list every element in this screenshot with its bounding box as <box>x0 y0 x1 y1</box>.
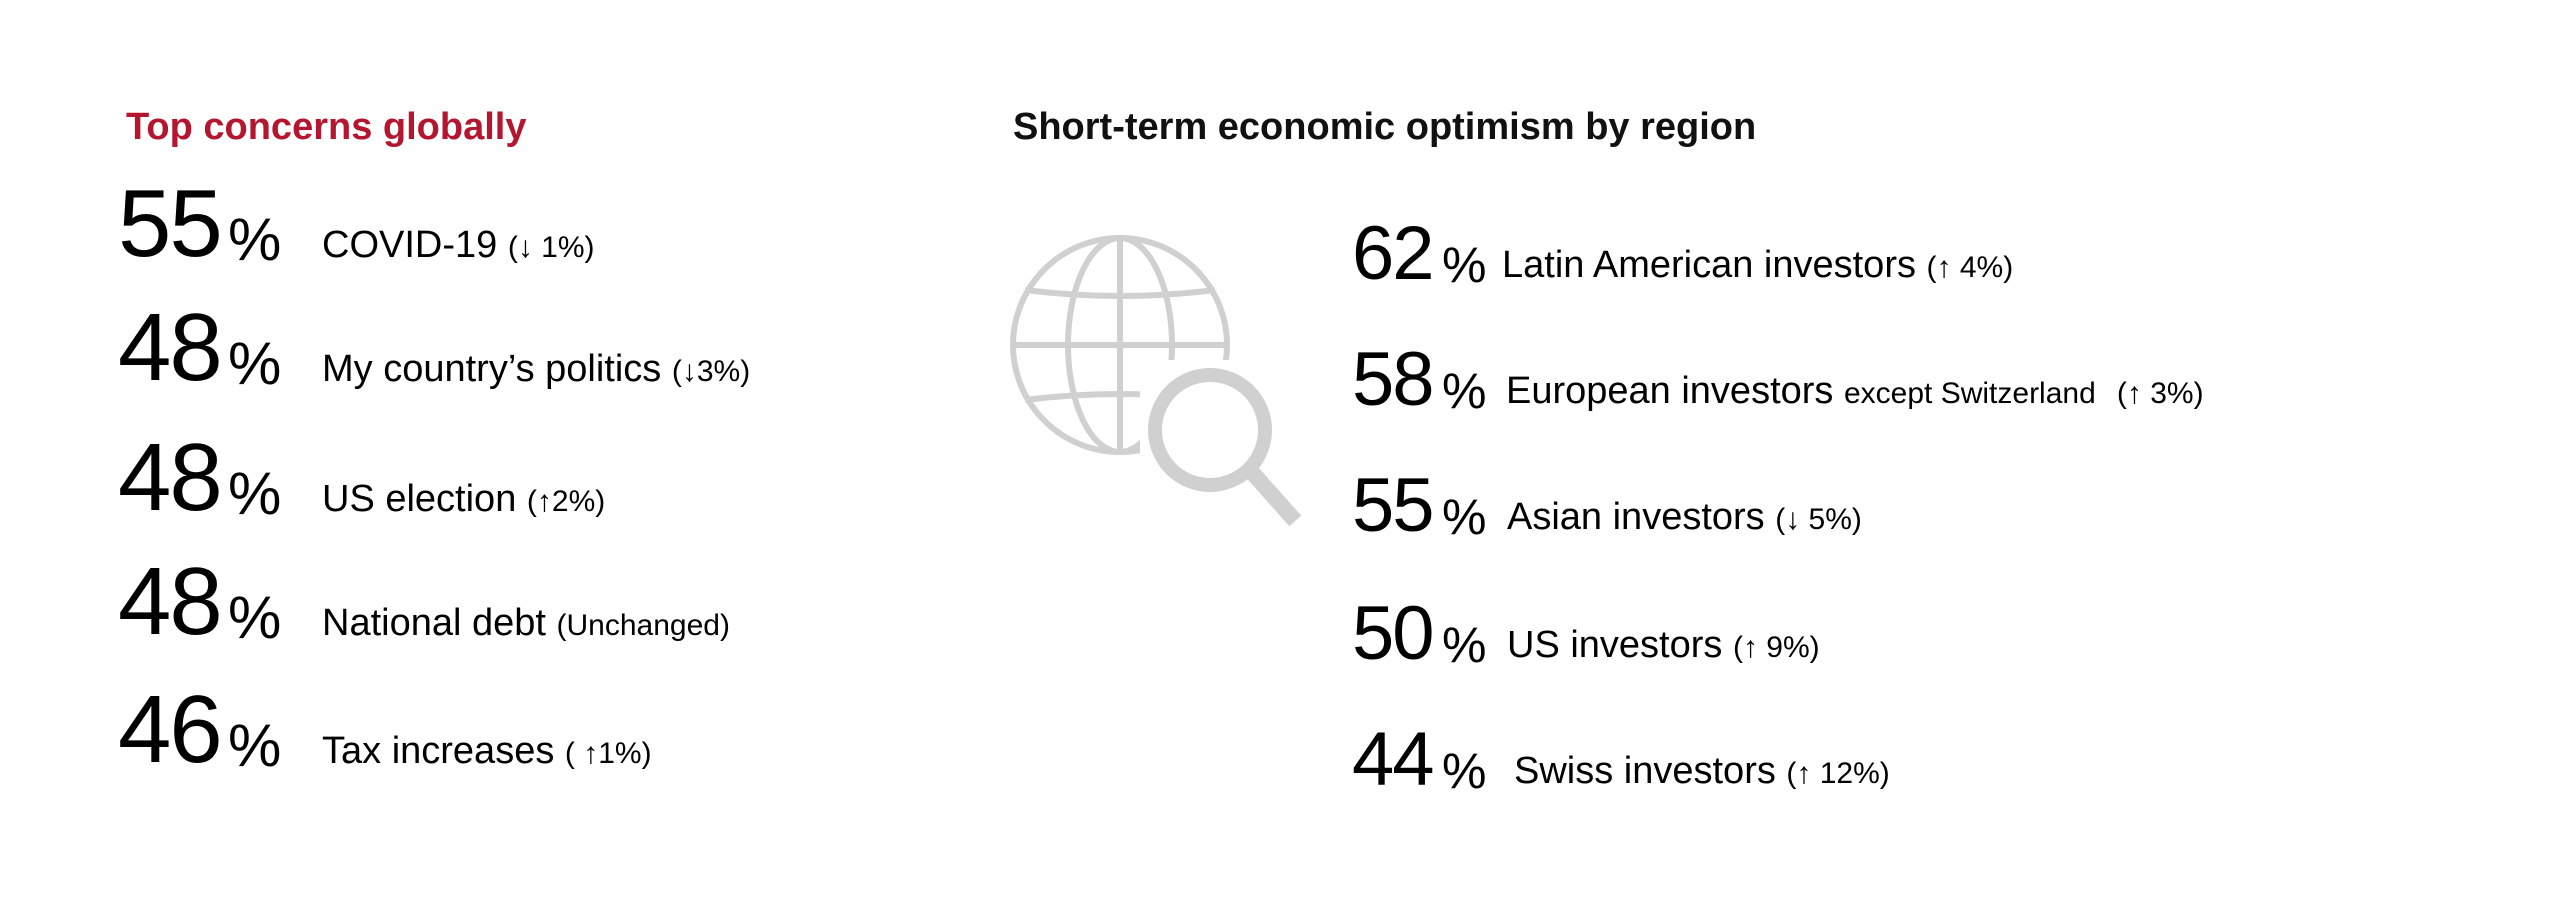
concern-row-covid: 55 % COVID-19 (↓ 1%) <box>118 176 918 286</box>
region-row-us: 50 % US investors (↑ 9%) <box>1352 576 2452 686</box>
percent-sign: % <box>228 712 282 779</box>
concern-label: COVID-19 (↓ 1%) <box>322 226 595 264</box>
concern-name: US election <box>322 478 517 520</box>
region-change: (↑ 3%) <box>2116 377 2204 410</box>
concern-name: COVID-19 <box>322 224 498 266</box>
top-concerns-title: Top concerns globally <box>126 106 527 148</box>
region-value: 44 <box>1352 717 1435 802</box>
percent-sign: % <box>1442 617 1487 673</box>
concern-label: My country’s politics (↓3%) <box>322 350 750 388</box>
percent-sign: % <box>1442 363 1487 419</box>
concern-change: (↓ 1%) <box>507 231 595 264</box>
concern-value: 48 <box>118 424 223 531</box>
concern-change: ( ↑1%) <box>564 737 652 770</box>
region-name: US investors <box>1507 624 1723 666</box>
region-label: Swiss investors (↑ 12%) <box>1514 752 1890 790</box>
concern-label: National debt (Unchanged) <box>322 604 730 642</box>
region-label: Asian investors (↓ 5%) <box>1507 498 1862 536</box>
concern-label: Tax increases ( ↑1%) <box>322 732 652 770</box>
region-name: European investors <box>1506 370 1834 412</box>
region-change: (↓ 5%) <box>1775 503 1862 536</box>
concern-change: (↓3%) <box>671 355 751 388</box>
concern-value: 48 <box>118 294 223 401</box>
concern-change: (Unchanged) <box>556 609 730 642</box>
concern-row-tax: 46 % Tax increases ( ↑1%) <box>118 682 918 792</box>
percent-sign: % <box>1442 489 1487 545</box>
region-value: 55 <box>1352 463 1435 548</box>
region-label: Latin American investors (↑ 4%) <box>1502 246 2013 284</box>
region-row-latin-america: 62 % Latin American investors (↑ 4%) <box>1352 196 2452 306</box>
percent-sign: % <box>1442 743 1487 799</box>
concern-value: 48 <box>118 548 223 655</box>
region-value: 58 <box>1352 337 1435 422</box>
region-row-europe: 58 % European investors except Switzerla… <box>1352 322 2452 432</box>
region-value: 50 <box>1352 591 1435 676</box>
percent-sign: % <box>228 460 282 527</box>
percent-sign: % <box>1442 237 1487 293</box>
globe-search-icon <box>1010 235 1302 527</box>
region-qualifier: except Switzerland <box>1843 377 2096 410</box>
concern-label: US election (↑2%) <box>322 480 605 518</box>
region-change: (↑ 12%) <box>1786 757 1890 790</box>
concern-row-national-debt: 48 % National debt (Unchanged) <box>118 554 918 664</box>
concern-value: 55 <box>118 170 223 277</box>
region-change: (↑ 9%) <box>1732 631 1820 664</box>
concern-name: National debt <box>322 602 546 644</box>
region-label: European investors except Switzerland (↑… <box>1506 372 2204 410</box>
percent-sign: % <box>228 330 282 397</box>
region-name: Swiss investors <box>1514 750 1776 792</box>
percent-sign: % <box>228 206 282 273</box>
concern-value: 46 <box>118 676 223 783</box>
region-row-switzerland: 44 % Swiss investors (↑ 12%) <box>1352 702 2452 812</box>
region-label: US investors (↑ 9%) <box>1507 626 1820 664</box>
region-change: (↑ 4%) <box>1926 251 2014 284</box>
region-row-asia: 55 % Asian investors (↓ 5%) <box>1352 448 2452 558</box>
region-name: Latin American investors <box>1502 244 1916 286</box>
region-value: 62 <box>1352 211 1435 296</box>
concern-name: Tax increases <box>322 730 555 772</box>
region-name: Asian investors <box>1507 496 1765 538</box>
concern-row-us-election: 48 % US election (↑2%) <box>118 430 918 540</box>
concern-row-politics: 48 % My country’s politics (↓3%) <box>118 300 918 410</box>
concern-name: My country’s politics <box>322 348 662 390</box>
optimism-title: Short-term economic optimism by region <box>1013 106 1757 148</box>
concern-change: (↑2%) <box>526 485 606 518</box>
percent-sign: % <box>228 584 282 651</box>
